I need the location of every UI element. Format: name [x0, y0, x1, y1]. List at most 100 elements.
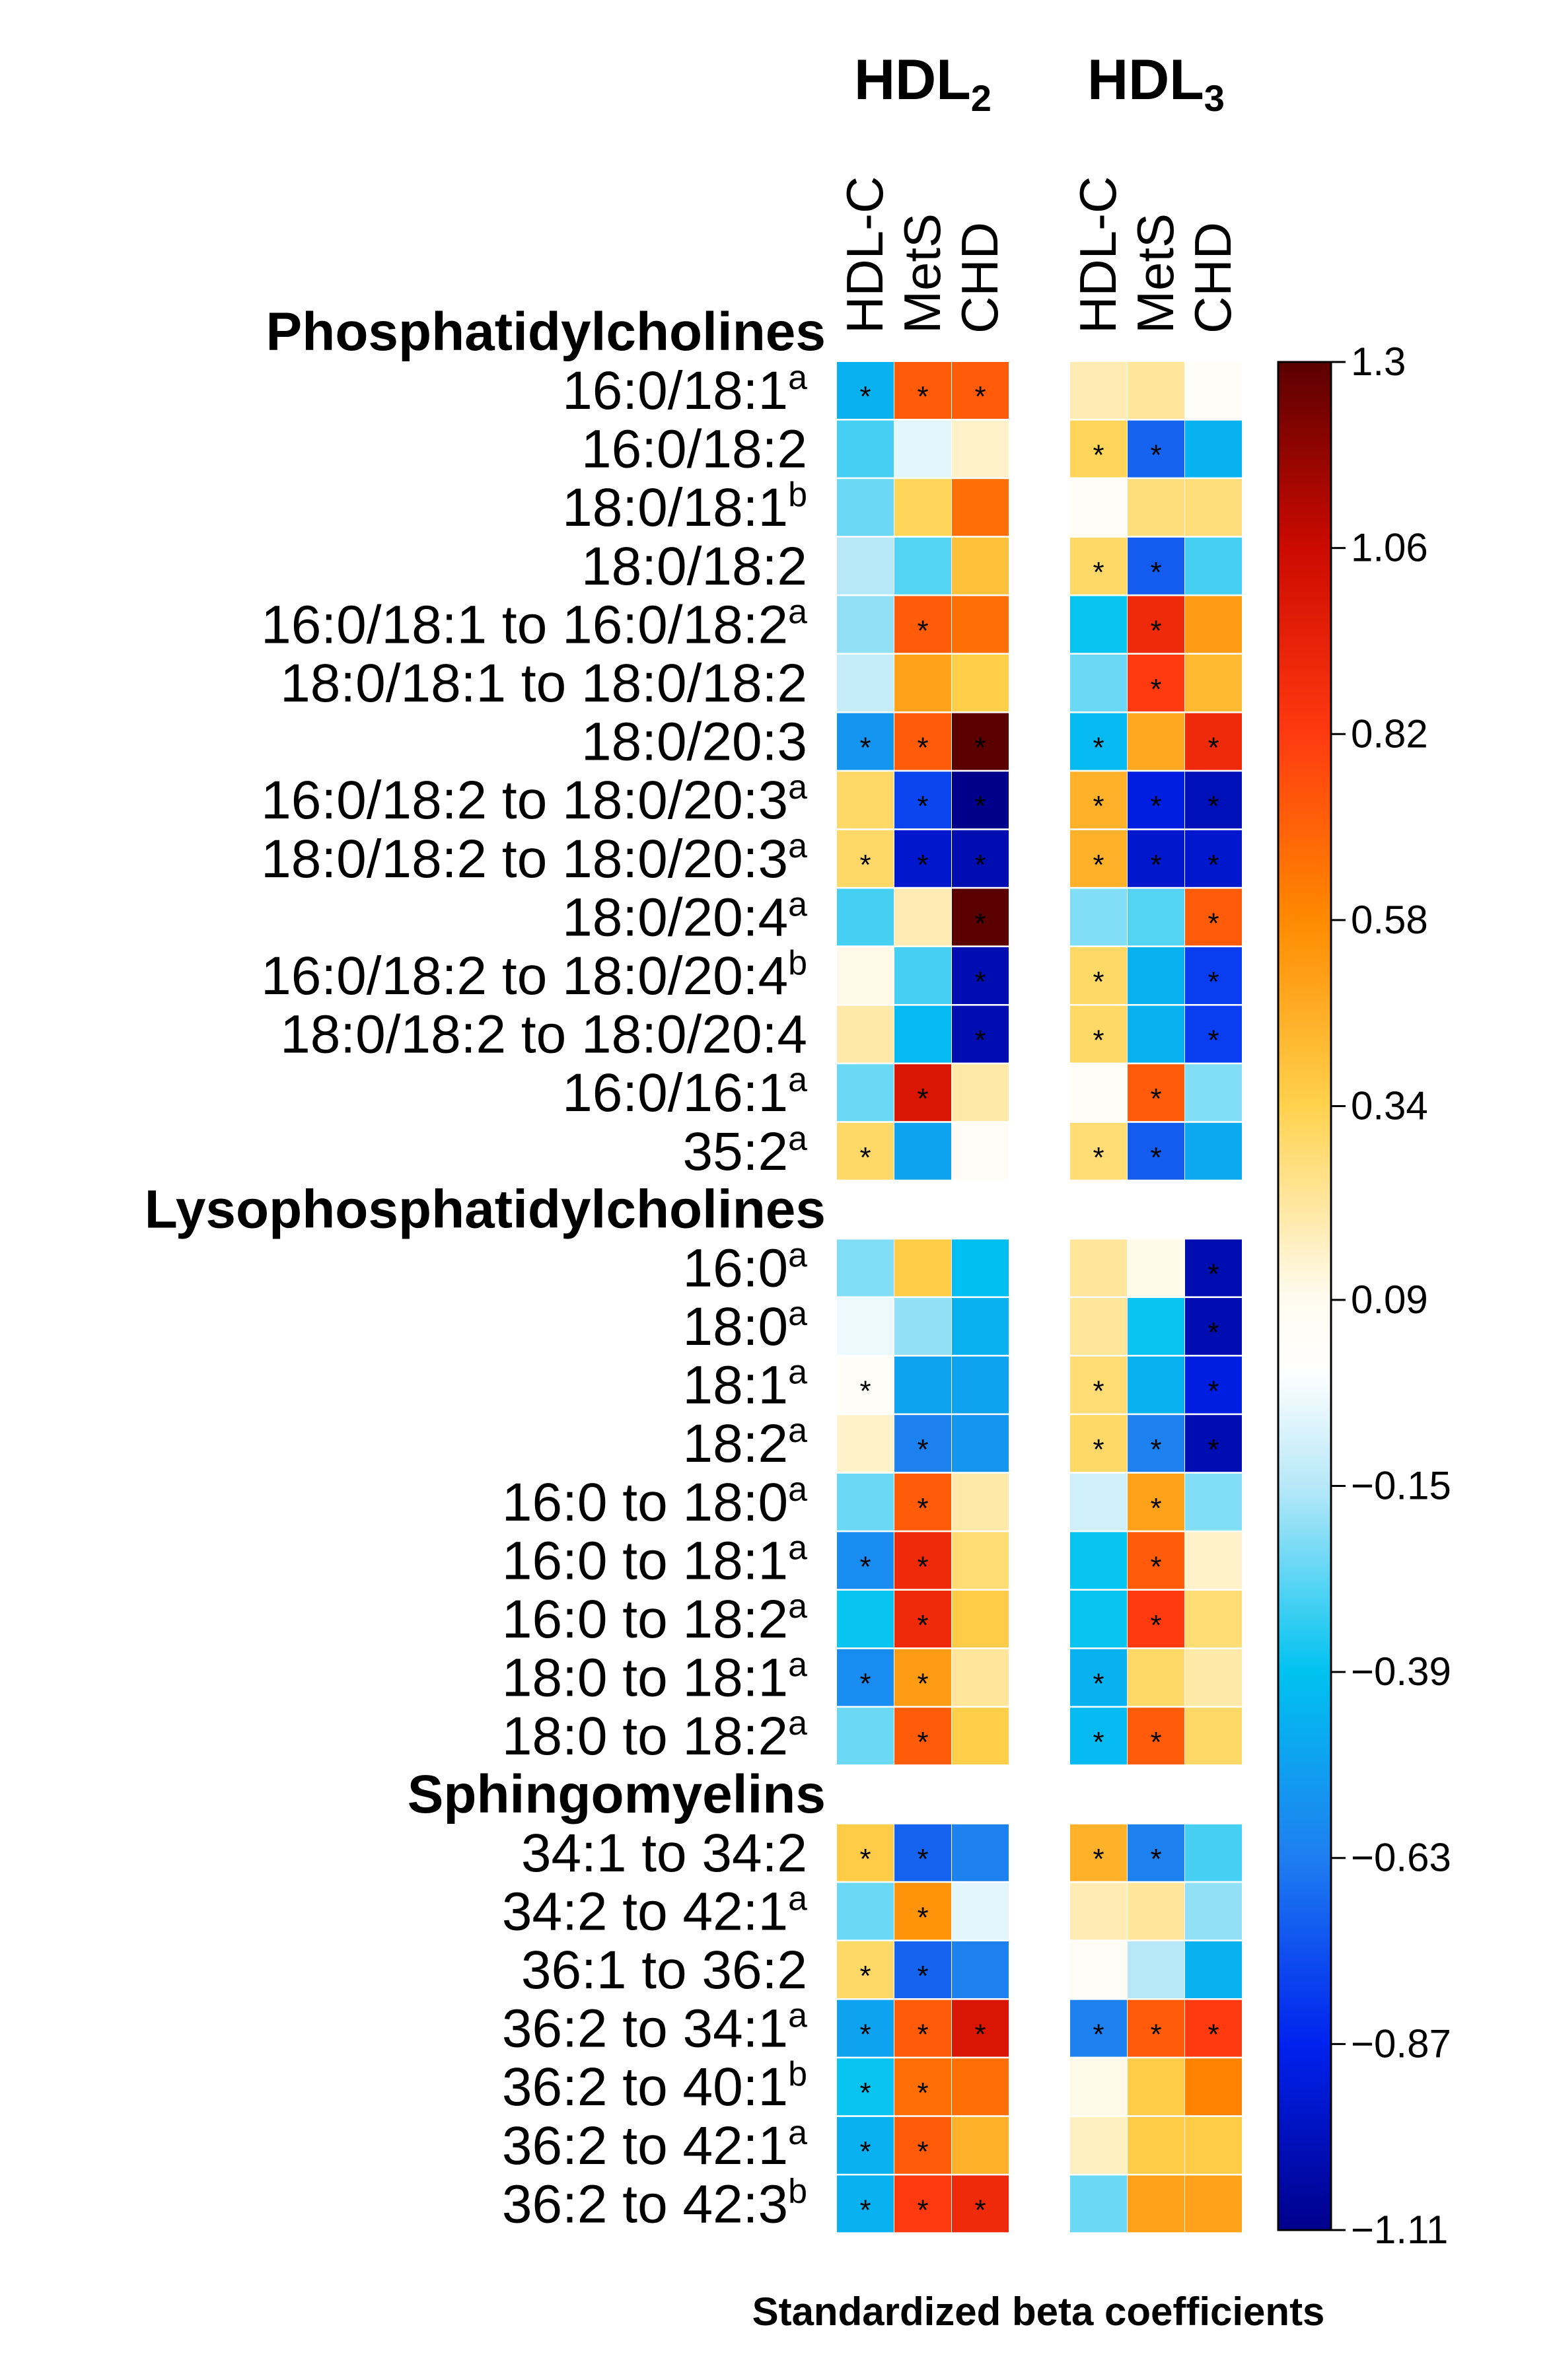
significance-star: * — [974, 732, 986, 764]
significance-star: * — [1208, 1375, 1219, 1408]
heatmap-cell — [1070, 2175, 1127, 2233]
significance-star: * — [859, 1668, 871, 1700]
colorbar-tick-label: 0.09 — [1351, 1278, 1428, 1322]
heatmap-cell — [952, 362, 1009, 419]
significance-star: * — [1150, 2019, 1161, 2051]
heatmap-cell — [894, 888, 951, 946]
heatmap-cell — [1185, 1473, 1242, 1531]
row-label-superscript: b — [788, 476, 807, 514]
heatmap-cell — [1185, 2175, 1242, 2233]
row-label-text: 18:0/18:2 to 18:0/20:4 — [280, 1005, 807, 1065]
row-label: 34:2 to 42:1a — [502, 1879, 807, 1941]
heatmap-cell — [1185, 1005, 1242, 1063]
heatmap-cell — [837, 1708, 894, 1765]
heatmap-cell — [1185, 947, 1242, 1004]
group-header-hdl2: HDL2 — [854, 48, 992, 119]
heatmap-cell — [952, 2000, 1009, 2057]
row-label-text: 18:0 — [682, 1297, 788, 1357]
heatmap-cell — [837, 1239, 894, 1297]
row-label-superscript: a — [788, 1470, 807, 1509]
heatmap-cell — [1070, 1591, 1127, 1647]
heatmap-cell — [1070, 1005, 1127, 1063]
colorbar-tick-label: 0.82 — [1351, 711, 1428, 756]
heatmap-cell — [1128, 2058, 1184, 2116]
colorbar-tick-label: −0.63 — [1351, 1836, 1451, 1880]
heatmap-cell — [837, 1883, 894, 1940]
significance-star: * — [1150, 1550, 1161, 1583]
significance-star: * — [917, 790, 928, 822]
row-label-text: 16:0/18:2 to 18:0/20:4 — [261, 946, 788, 1006]
row-label: 36:2 to 40:1b — [502, 2055, 807, 2117]
significance-star: * — [1093, 1433, 1104, 1466]
heatmap-cell — [894, 947, 951, 1004]
row-label-text: 36:2 to 34:1 — [502, 1999, 788, 2059]
row-label-text: 18:2 — [682, 1414, 788, 1474]
heatmap-cell — [952, 1415, 1009, 1472]
section-title-phosphatidylcholines: Phosphatidylcholines — [266, 302, 826, 362]
row-label: 16:0/18:1 to 16:0/18:2a — [261, 593, 807, 655]
heatmap-cell — [952, 1649, 1009, 1706]
heatmap-cell — [1070, 1532, 1127, 1589]
row-label: 16:0 to 18:2a — [502, 1587, 807, 1649]
heatmap-cell — [952, 1122, 1009, 1180]
row-label-text: 16:0/18:2 — [581, 419, 807, 480]
colorbar-tick-label: 0.58 — [1351, 898, 1428, 942]
row-label-text: 16:0/18:1 to 16:0/18:2 — [261, 595, 788, 655]
heatmap-cell — [1185, 1122, 1242, 1180]
heatmap-cell — [952, 1005, 1009, 1063]
heatmap-cell — [894, 1239, 951, 1297]
row-label-superscript: a — [788, 1704, 807, 1743]
group-header-base: HDL — [1087, 48, 1204, 112]
heatmap-cell — [837, 655, 894, 711]
heatmap-cell — [1128, 713, 1184, 770]
heatmap-cell — [894, 1883, 951, 1940]
heatmap-cell — [894, 1356, 951, 1414]
heatmap-cell — [1070, 1122, 1127, 1180]
heatmap-cell — [894, 2175, 951, 2233]
significance-star: * — [1093, 849, 1104, 881]
significance-star: * — [917, 614, 928, 647]
heatmap-cell — [1070, 596, 1127, 653]
heatmap-cell — [894, 1941, 951, 1998]
heatmap-cell — [952, 1591, 1009, 1647]
row-label-text: 36:1 to 36:2 — [521, 1940, 807, 2000]
heatmap-cell — [952, 1239, 1009, 1297]
row-label-superscript: a — [788, 885, 807, 923]
heatmap-cell — [1185, 888, 1242, 946]
heatmap-cell — [1128, 1824, 1184, 1881]
significance-star: * — [917, 1609, 928, 1641]
heatmap-cell — [1185, 1824, 1242, 1881]
significance-star: * — [917, 380, 928, 413]
heatmap-cell — [837, 1649, 894, 1706]
row-label-superscript: a — [788, 1061, 807, 1099]
significance-star: * — [859, 732, 871, 764]
significance-star: * — [917, 1492, 928, 1525]
row-label: 18:0/18:1b — [562, 476, 807, 538]
heatmap-cell — [837, 2000, 894, 2057]
significance-star: * — [917, 1550, 928, 1583]
significance-star: * — [917, 1726, 928, 1758]
significance-star: * — [1093, 732, 1104, 764]
heatmap-cell — [894, 1649, 951, 1706]
row-label: 16:0/18:2 — [581, 419, 807, 480]
significance-star: * — [974, 966, 986, 998]
row-label: 36:2 to 42:1a — [502, 2114, 807, 2176]
heatmap-cell — [1128, 655, 1184, 711]
significance-star: * — [1093, 1668, 1104, 1700]
significance-star: * — [974, 2019, 986, 2051]
heatmap-cell — [952, 888, 1009, 946]
heatmap-cell — [1070, 1708, 1127, 1765]
heatmap-cell — [952, 713, 1009, 770]
significance-star: * — [1150, 1609, 1161, 1641]
row-label: 18:0/20:4a — [562, 885, 807, 947]
heatmap-cell — [1185, 1356, 1242, 1414]
row-label-superscript: b — [788, 2055, 807, 2093]
heatmap-cell — [1128, 1532, 1184, 1589]
heatmap-cell — [894, 1005, 951, 1063]
row-label: 36:1 to 36:2 — [521, 1940, 807, 2000]
row-label: 16:0/16:1a — [562, 1061, 807, 1123]
group-header-subscript: 2 — [971, 77, 992, 119]
heatmap-cell — [1070, 1415, 1127, 1472]
colorbar-tick-label: 1.3 — [1351, 340, 1406, 384]
heatmap-cell — [1128, 420, 1184, 478]
